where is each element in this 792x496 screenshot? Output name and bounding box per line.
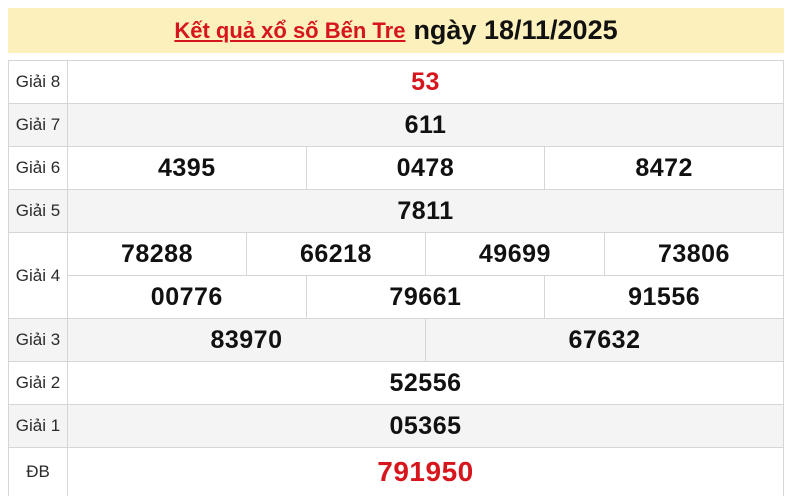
results-table: Giải 8 53 Giải 7 611 Giải 6 4395 0478 84… xyxy=(8,60,785,496)
prize-label: Giải 1 xyxy=(8,404,68,448)
prize-number: 67632 xyxy=(424,318,785,362)
prize-number: 05365 xyxy=(67,404,784,448)
prize-number: 78288 xyxy=(67,232,247,276)
draw-date: ngày 18/11/2025 xyxy=(413,15,618,45)
row-giai-5: Giải 5 7811 xyxy=(8,189,784,233)
prize-label: Giải 2 xyxy=(8,361,68,405)
prize-number: 00776 xyxy=(67,275,307,319)
row-giai-4-line-2: 00776 79661 91556 xyxy=(9,275,784,319)
prize-number: 0478 xyxy=(305,146,546,190)
prize-number: 611 xyxy=(67,103,784,147)
prize-label: Giải 6 xyxy=(8,146,68,190)
prize-label: Giải 4 xyxy=(8,232,68,319)
row-db: ĐB 791950 xyxy=(8,447,784,496)
prize-number: 66218 xyxy=(245,232,426,276)
prize-label: Giải 3 xyxy=(8,318,68,362)
prize-number: 79661 xyxy=(305,275,546,319)
row-giai-6: Giải 6 4395 0478 8472 xyxy=(8,146,784,190)
row-giai-4-line-1: Giải 4 78288 66218 49699 73806 xyxy=(8,232,785,319)
row-giai-3: Giải 3 83970 67632 xyxy=(8,318,785,362)
prize-number: 791950 xyxy=(67,447,784,496)
prize-number: 4395 xyxy=(67,146,307,190)
row-giai-7: Giải 7 611 xyxy=(8,103,784,147)
prize-label: Giải 5 xyxy=(8,189,68,233)
prize-label: Giải 8 xyxy=(8,60,68,104)
row-giai-2: Giải 2 52556 xyxy=(8,361,784,405)
prize-label: ĐB xyxy=(8,447,68,496)
prize-number: 53 xyxy=(67,60,784,104)
row-giai-1: Giải 1 05365 xyxy=(8,404,784,448)
prize-number: 7811 xyxy=(67,189,784,233)
prize-number: 73806 xyxy=(603,232,785,276)
lottery-title-link[interactable]: Kết quả xổ số Bến Tre xyxy=(174,17,406,43)
row-giai-8: Giải 8 53 xyxy=(8,60,784,104)
prize-number: 52556 xyxy=(67,361,784,405)
prize-number: 49699 xyxy=(424,232,605,276)
prize-number: 91556 xyxy=(544,275,784,319)
prize-number: 8472 xyxy=(544,146,784,190)
page-title: Kết quả xổ số Bến Tre ngày 18/11/2025 xyxy=(8,8,784,53)
prize-label: Giải 7 xyxy=(8,103,68,147)
prize-number: 83970 xyxy=(67,318,426,362)
